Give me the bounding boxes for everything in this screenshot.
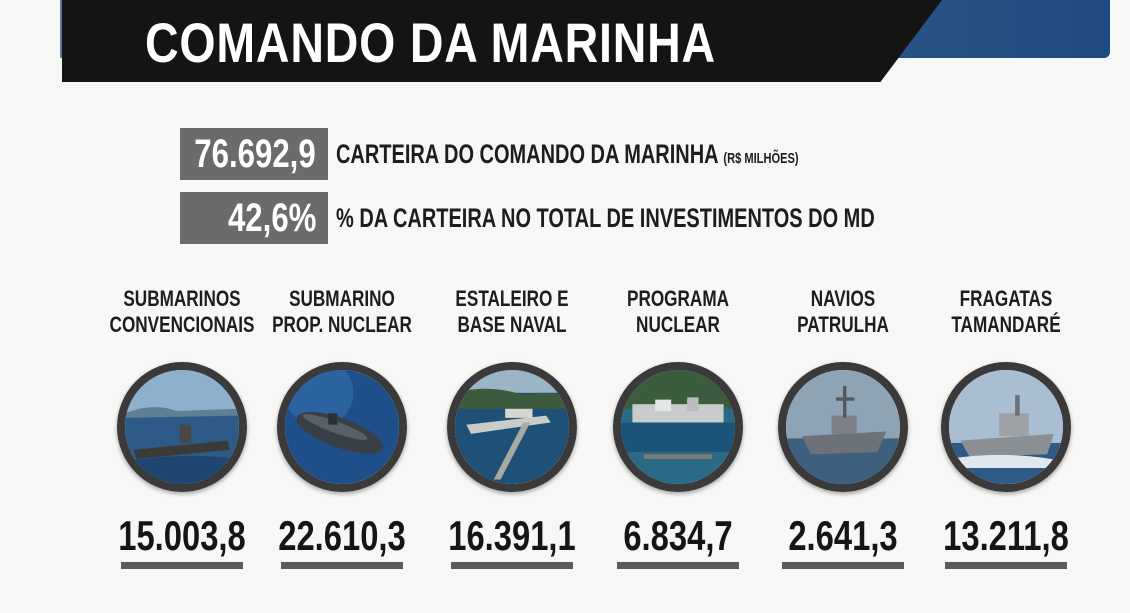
program-value: 6.834,7 — [623, 512, 733, 559]
program-item: ESTALEIRO E BASE NAVAL 16.391,1 — [422, 282, 602, 569]
program-name: ESTALEIRO E BASE NAVAL — [455, 286, 569, 337]
program-item: SUBMARINOS CONVENCIONAIS 15.003,8 — [92, 282, 272, 569]
stat-label-text: % DA CARTEIRA NO TOTAL DE INVESTIMENTOS … — [336, 202, 875, 233]
stat-row-share: 42,6% % DA CARTEIRA NO TOTAL DE INVESTIM… — [180, 192, 1064, 244]
stat-value: 76.692,9 — [194, 131, 316, 176]
stat-row-portfolio: 76.692,9 CARTEIRA DO COMANDO DA MARINHA … — [180, 128, 961, 180]
conventional-submarine-icon — [117, 362, 247, 492]
stat-value-box: 42,6% — [180, 192, 328, 244]
program-name: PROGRAMA NUCLEAR — [626, 286, 730, 337]
value-underline — [782, 562, 904, 569]
page-title: COMANDO DA MARINHA — [145, 11, 716, 74]
program-name: SUBMARINOS CONVENCIONAIS — [109, 286, 255, 337]
stat-value-box: 76.692,9 — [180, 128, 328, 180]
stat-label: CARTEIRA DO COMANDO DA MARINHA (R$ MILHÕ… — [336, 139, 799, 170]
stat-label: % DA CARTEIRA NO TOTAL DE INVESTIMENTOS … — [336, 203, 875, 234]
shipyard-naval-base-icon — [447, 362, 577, 492]
program-name: FRAGATAS TAMANDARÉ — [951, 286, 1061, 337]
frigate-icon — [941, 362, 1071, 492]
value-underline — [945, 562, 1067, 569]
value-underline — [121, 562, 243, 569]
value-underline — [617, 562, 739, 569]
stat-label-text: CARTEIRA DO COMANDO DA MARINHA — [336, 138, 718, 169]
program-item: PROGRAMA NUCLEAR 6.834,7 — [588, 282, 768, 569]
program-item: FRAGATAS TAMANDARÉ 13.211,8 — [916, 282, 1096, 569]
program-value: 2.641,3 — [788, 512, 898, 559]
patrol-ship-icon — [778, 362, 908, 492]
program-item: NAVIOS PATRULHA 2.641,3 — [753, 282, 933, 569]
stat-label-note: (R$ MILHÕES) — [723, 149, 799, 167]
program-value: 15.003,8 — [118, 512, 246, 559]
program-item: SUBMARINO PROP. NUCLEAR 22.610,3 — [252, 282, 432, 569]
value-underline — [451, 562, 573, 569]
value-underline — [281, 562, 403, 569]
program-value: 22.610,3 — [278, 512, 406, 559]
nuclear-submarine-icon — [277, 362, 407, 492]
program-name: NAVIOS PATRULHA — [797, 286, 889, 337]
nuclear-program-icon — [613, 362, 743, 492]
program-value: 16.391,1 — [448, 512, 576, 559]
program-value: 13.211,8 — [943, 512, 1069, 559]
program-name: SUBMARINO PROP. NUCLEAR — [272, 286, 412, 337]
title-bar — [62, 0, 942, 82]
program-list: SUBMARINOS CONVENCIONAIS 15.003,8 SUBMAR… — [100, 282, 1100, 582]
stat-value: 42,6% — [227, 195, 316, 240]
